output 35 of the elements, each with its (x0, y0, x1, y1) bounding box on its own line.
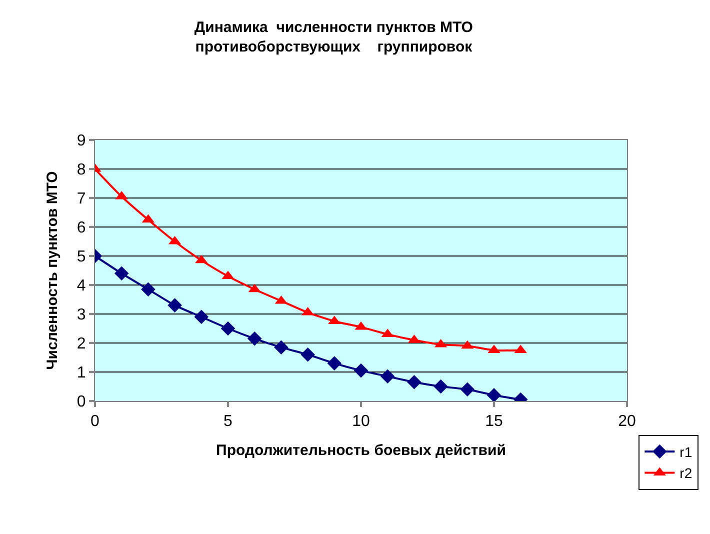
point (434, 379, 448, 394)
point (300, 347, 315, 362)
point (354, 363, 368, 378)
x-axis-title: Продолжительность боевых действий (216, 442, 506, 460)
chart-title: Динамика численности пунктов МТО противоборствующих группировок (194, 19, 474, 56)
y-tick-label: 6 (76, 220, 86, 237)
point (168, 298, 182, 312)
point (194, 310, 209, 324)
y-axis-title: Численность пунктов МТО (44, 170, 62, 370)
y-tick-label: 5 (76, 248, 86, 266)
point (407, 375, 422, 390)
point (486, 388, 502, 401)
legend-label: r1 (680, 444, 692, 460)
y-tick-label: 4 (76, 278, 86, 295)
x-tick-label: 5 (224, 413, 233, 430)
point (460, 382, 475, 397)
y-tick-label: 9 (76, 132, 86, 150)
y-tick-label: 1 (76, 364, 86, 382)
point (247, 332, 262, 346)
point (327, 356, 342, 370)
y-tick-label: 7 (76, 190, 86, 208)
point (220, 321, 236, 336)
legend-label: r2 (680, 465, 692, 482)
x-tick-label: 0 (90, 413, 100, 430)
y-tick-label: 8 (76, 162, 86, 179)
x-tick-label: 15 (485, 413, 503, 430)
point (141, 282, 156, 296)
point (274, 340, 288, 354)
y-tick-label: 0 (76, 394, 86, 411)
y-tick-label: 2 (76, 336, 86, 353)
point (114, 266, 129, 281)
x-tick-label: 20 (618, 413, 636, 430)
x-tick-label: 10 (352, 413, 370, 430)
y-tick-label: 3 (76, 306, 86, 324)
point (380, 369, 395, 384)
